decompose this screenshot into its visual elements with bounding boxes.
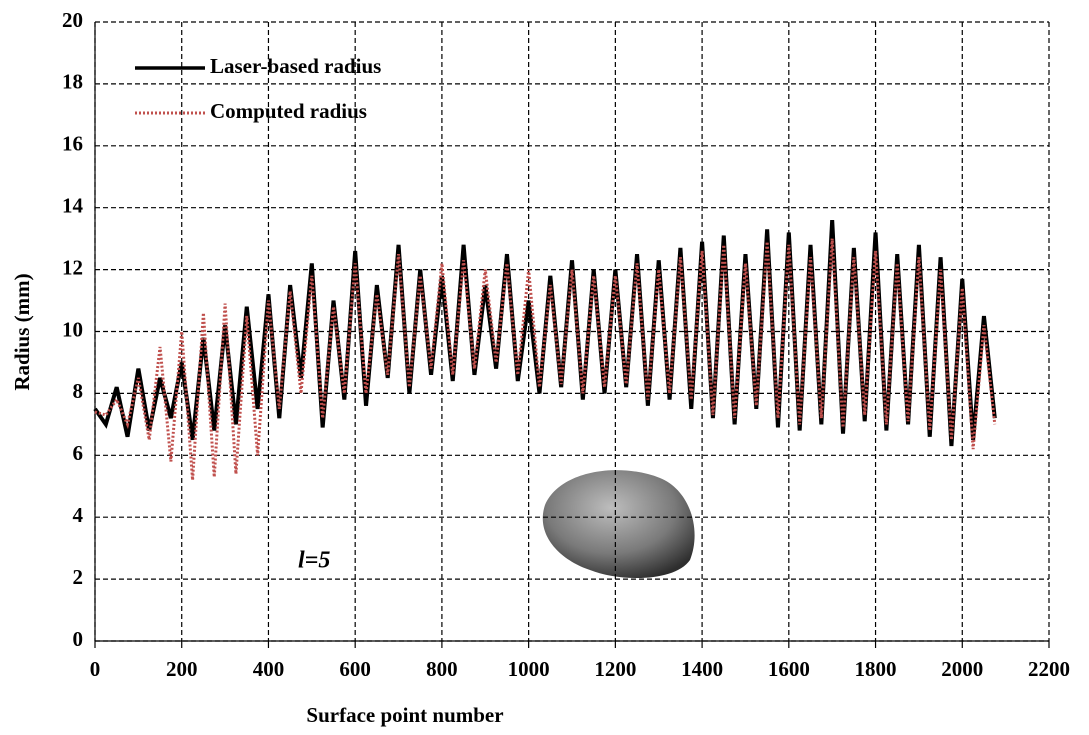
y-tick-label: 0 — [73, 627, 84, 651]
x-tick-label: 1600 — [768, 657, 810, 681]
series-line — [93, 219, 997, 447]
y-tick-label: 16 — [62, 132, 83, 156]
y-tick-label: 8 — [73, 379, 84, 403]
y-tick-label: 6 — [73, 441, 84, 465]
y-tick-label: 14 — [62, 194, 84, 218]
x-tick-label: 0 — [90, 657, 101, 681]
x-tick-label: 400 — [253, 657, 285, 681]
x-tick-label: 800 — [426, 657, 458, 681]
x-tick-label: 600 — [339, 657, 371, 681]
x-tick-label: 2000 — [941, 657, 983, 681]
y-tick-label: 20 — [62, 8, 83, 32]
y-tick-label: 2 — [73, 565, 84, 589]
x-tick-label: 1000 — [508, 657, 550, 681]
x-tick-label: 200 — [166, 657, 198, 681]
annotation: l=5 — [298, 548, 330, 574]
rock-image — [542, 470, 695, 579]
y-axis-title: Radius (mm) — [10, 273, 34, 390]
x-tick-label: 2200 — [1028, 657, 1070, 681]
legend-label: Computed radius — [210, 99, 367, 123]
x-tick-label: 1800 — [855, 657, 897, 681]
x-tick-label: 1400 — [681, 657, 723, 681]
y-tick-label: 4 — [73, 503, 84, 527]
y-tick-label: 10 — [62, 317, 83, 341]
x-tick-label: 1200 — [594, 657, 636, 681]
x-axis-title: Surface point number — [306, 703, 503, 727]
y-tick-label: 12 — [62, 255, 83, 279]
legend-label: Laser-based radius — [210, 54, 381, 78]
y-tick-label: 18 — [62, 70, 83, 94]
